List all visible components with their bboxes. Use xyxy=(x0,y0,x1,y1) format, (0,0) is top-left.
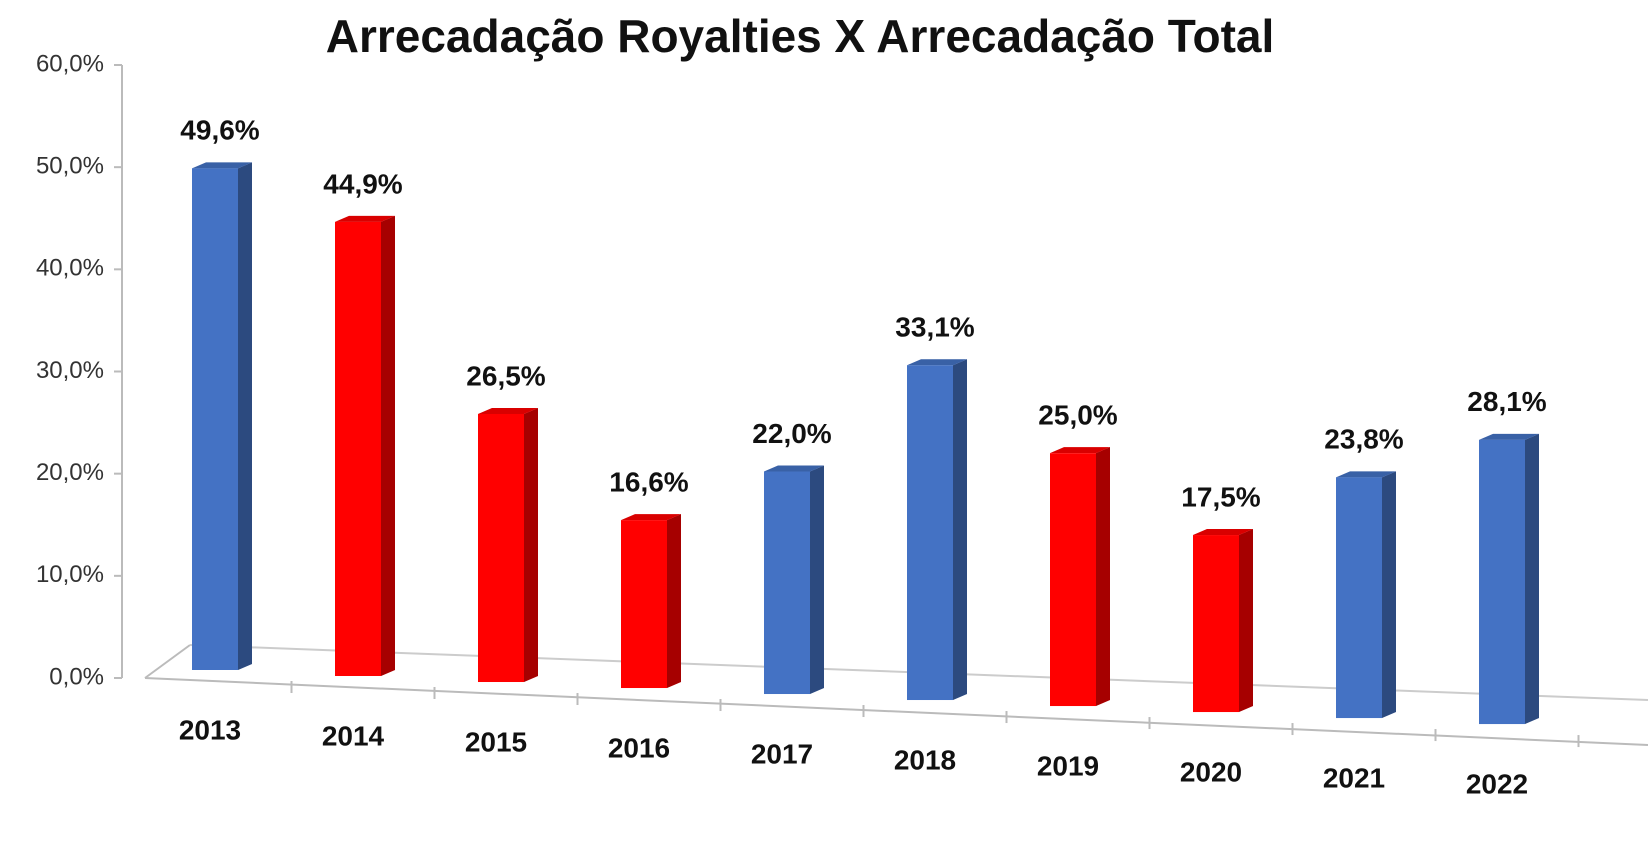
bar-top-shade xyxy=(478,407,538,414)
y-tick-label: 0,0% xyxy=(49,663,104,690)
bar-top-shade xyxy=(1050,447,1110,454)
bar-top xyxy=(1336,471,1396,478)
bar-side xyxy=(1096,447,1110,707)
bar-top-shade xyxy=(192,162,252,169)
bar-top-shade xyxy=(1336,471,1396,478)
y-tick-label: 30,0% xyxy=(36,357,104,384)
bar-side xyxy=(524,407,538,683)
bar-side-shade xyxy=(667,514,681,689)
bar xyxy=(1479,439,1525,725)
bar xyxy=(1193,535,1239,713)
bar-side-shade xyxy=(524,407,538,683)
bar-top-shade xyxy=(907,359,967,366)
bar-side xyxy=(381,215,395,677)
x-tick-label: 2016 xyxy=(608,732,670,763)
bar-top-shade xyxy=(1479,433,1539,440)
bar-top-shade xyxy=(621,514,681,521)
value-label: 23,8% xyxy=(1324,424,1403,455)
bar-side xyxy=(1382,471,1396,719)
bar-top xyxy=(764,465,824,472)
y-tick-label: 20,0% xyxy=(36,459,104,486)
value-label: 26,5% xyxy=(466,360,545,391)
bar-top xyxy=(335,215,395,222)
bar xyxy=(907,365,953,701)
y-tick-label: 10,0% xyxy=(36,561,104,588)
value-label: 17,5% xyxy=(1181,481,1260,512)
bar-side-shade xyxy=(1382,471,1396,719)
value-label: 33,1% xyxy=(895,312,974,343)
bar-side-shade xyxy=(810,465,824,695)
value-label: 25,0% xyxy=(1038,400,1117,431)
bar-top xyxy=(192,162,252,169)
bar-top-shade xyxy=(1193,529,1253,536)
bar-top xyxy=(1050,447,1110,454)
bar xyxy=(1336,477,1382,719)
value-label: 49,6% xyxy=(180,115,259,146)
bar-side-shade xyxy=(381,215,395,677)
x-tick-label: 2013 xyxy=(179,714,241,745)
bar-side-shade xyxy=(1239,529,1253,713)
x-tick-label: 2014 xyxy=(322,720,385,751)
bar-top xyxy=(621,514,681,521)
x-tick-label: 2020 xyxy=(1180,756,1242,787)
bar xyxy=(192,168,238,670)
x-tick-label: 2017 xyxy=(751,738,813,769)
bar-top xyxy=(1193,529,1253,536)
bar-side xyxy=(238,162,252,670)
bar-side xyxy=(953,359,967,701)
bar-side-shade xyxy=(238,162,252,670)
bar-side-shade xyxy=(953,359,967,701)
bar-side-shade xyxy=(1525,433,1539,725)
bar-side xyxy=(1239,529,1253,713)
x-tick-label: 2018 xyxy=(894,744,956,775)
floor-front xyxy=(144,677,1648,746)
value-label: 16,6% xyxy=(609,467,688,498)
bar-side-shade xyxy=(1096,447,1110,707)
value-label: 28,1% xyxy=(1467,386,1546,417)
bar-side xyxy=(810,465,824,695)
y-tick-label: 50,0% xyxy=(36,153,104,180)
bar-top xyxy=(478,407,538,414)
x-tick-label: 2022 xyxy=(1466,768,1528,799)
value-label: 44,9% xyxy=(323,168,402,199)
x-tick-label: 2019 xyxy=(1037,750,1099,781)
bar-top xyxy=(907,359,967,366)
bar-top-shade xyxy=(335,215,395,222)
x-tick-label: 2015 xyxy=(465,726,527,757)
bar-side xyxy=(1525,433,1539,725)
bar-side xyxy=(667,514,681,689)
chart-title: Arrecadação Royalties X Arrecadação Tota… xyxy=(326,10,1275,62)
bar-top xyxy=(1479,433,1539,440)
y-tick-label: 60,0% xyxy=(36,50,104,77)
bar-top-shade xyxy=(764,465,824,472)
bar xyxy=(621,520,667,689)
x-tick-label: 2021 xyxy=(1323,762,1385,793)
bar xyxy=(764,471,810,695)
y-tick-label: 40,0% xyxy=(36,255,104,282)
floor-edge xyxy=(144,644,191,679)
bar xyxy=(335,221,381,677)
value-label: 22,0% xyxy=(752,418,831,449)
bar xyxy=(1050,453,1096,707)
bar xyxy=(478,413,524,683)
